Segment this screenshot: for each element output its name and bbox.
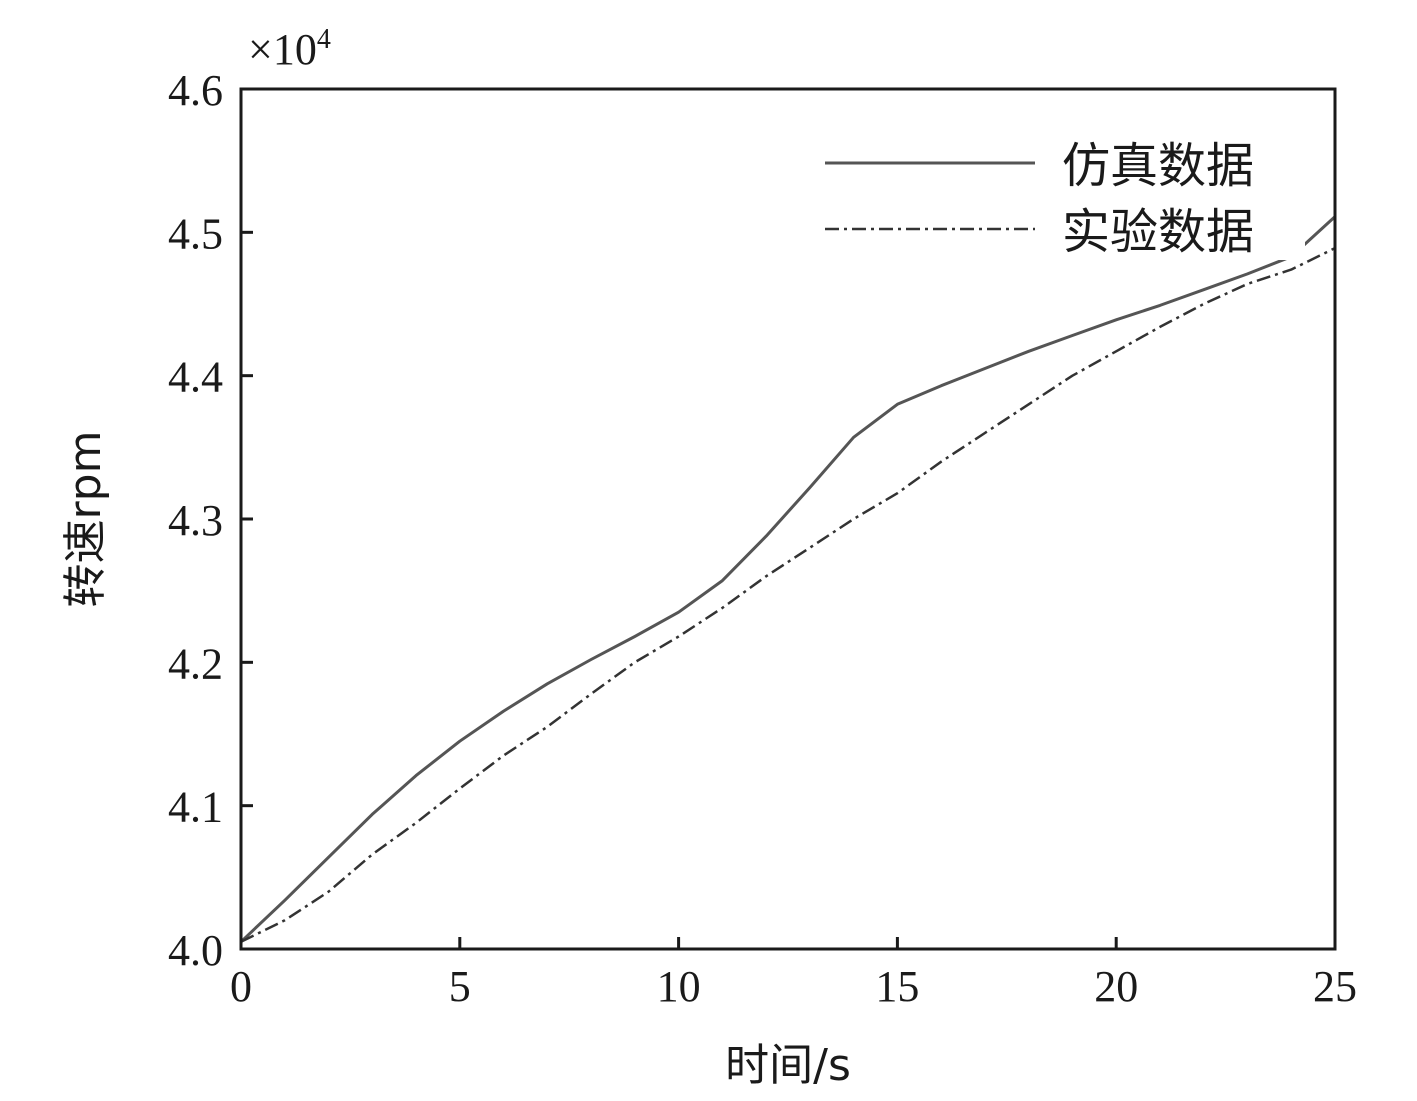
y-tick-label: 4.4 [168, 353, 223, 402]
x-tick-label: 15 [875, 962, 919, 1011]
y-axis: 4.0 4.1 4.2 4.3 4.4 4.5 4.6 [168, 66, 253, 975]
legend: 仿真数据 实验数据 [800, 128, 1305, 260]
x-axis: 0 5 10 15 20 25 [230, 937, 1357, 1011]
x-axis-label: 时间/s [725, 1040, 851, 1091]
y-tick-label: 4.6 [168, 66, 223, 115]
x-tick-label: 25 [1313, 962, 1357, 1011]
x-tick-label: 20 [1094, 962, 1138, 1011]
x-tick-label: 5 [449, 962, 471, 1011]
y-multiplier-base: ×10 [248, 25, 317, 74]
y-tick-label: 4.2 [168, 639, 223, 688]
y-axis-multiplier: ×104 [248, 24, 331, 74]
y-axis-label: 转速rpm [60, 431, 111, 608]
x-tick-label: 10 [657, 962, 701, 1011]
series-line-simulation [239, 215, 1337, 943]
y-tick-label: 4.1 [168, 783, 223, 832]
plot-marks [239, 215, 1337, 943]
series-line-experiment [240, 246, 1336, 943]
legend-background [800, 128, 1305, 260]
y-multiplier-exponent: 4 [317, 24, 331, 55]
y-tick-label: 4.3 [168, 496, 223, 545]
y-tick-label: 4.5 [168, 209, 223, 258]
y-tick-label: 4.0 [168, 926, 223, 975]
legend-label-experiment: 实验数据 [1062, 204, 1254, 260]
x-tick-label: 0 [230, 962, 252, 1011]
legend-label-simulation: 仿真数据 [1062, 138, 1254, 194]
